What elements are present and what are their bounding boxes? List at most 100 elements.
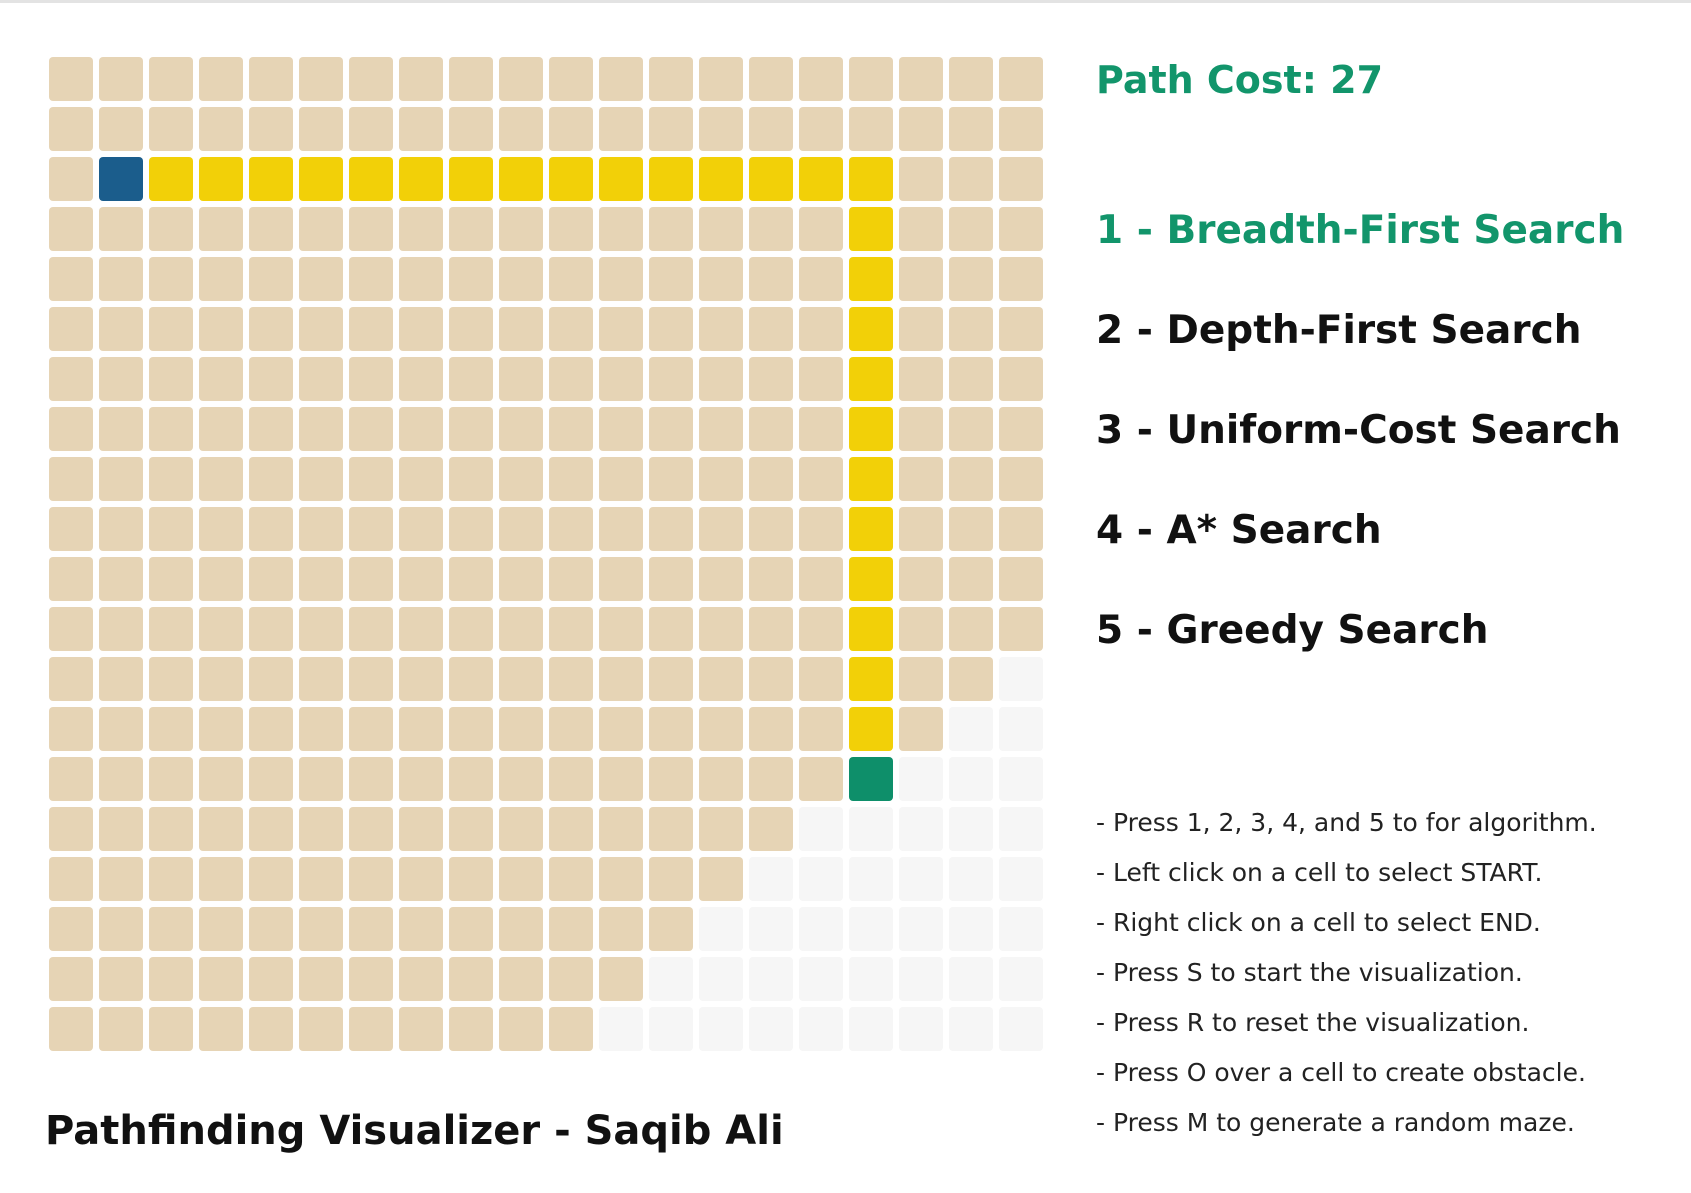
visited-cell[interactable] <box>699 757 743 801</box>
visited-cell[interactable] <box>199 957 243 1001</box>
visited-cell[interactable] <box>549 57 593 101</box>
visited-cell[interactable] <box>999 257 1043 301</box>
visited-cell[interactable] <box>399 1007 443 1051</box>
visited-cell[interactable] <box>549 857 593 901</box>
visited-cell[interactable] <box>999 557 1043 601</box>
visited-cell[interactable] <box>199 507 243 551</box>
path-cell[interactable] <box>199 157 243 201</box>
visited-cell[interactable] <box>499 607 543 651</box>
visited-cell[interactable] <box>899 207 943 251</box>
path-cell[interactable] <box>149 157 193 201</box>
grid-cell[interactable] <box>799 1007 843 1051</box>
path-cell[interactable] <box>849 157 893 201</box>
visited-cell[interactable] <box>549 307 593 351</box>
visited-cell[interactable] <box>99 757 143 801</box>
visited-cell[interactable] <box>449 557 493 601</box>
visited-cell[interactable] <box>399 107 443 151</box>
visited-cell[interactable] <box>699 507 743 551</box>
grid-cell[interactable] <box>699 957 743 1001</box>
visited-cell[interactable] <box>49 707 93 751</box>
visited-cell[interactable] <box>99 607 143 651</box>
visited-cell[interactable] <box>499 557 543 601</box>
visited-cell[interactable] <box>299 807 343 851</box>
visited-cell[interactable] <box>249 657 293 701</box>
visited-cell[interactable] <box>249 107 293 151</box>
visited-cell[interactable] <box>649 557 693 601</box>
visited-cell[interactable] <box>149 507 193 551</box>
path-cell[interactable] <box>849 607 893 651</box>
visited-cell[interactable] <box>199 57 243 101</box>
visited-cell[interactable] <box>49 207 93 251</box>
visited-cell[interactable] <box>449 707 493 751</box>
visited-cell[interactable] <box>99 557 143 601</box>
visited-cell[interactable] <box>649 307 693 351</box>
visited-cell[interactable] <box>649 257 693 301</box>
visited-cell[interactable] <box>449 207 493 251</box>
visited-cell[interactable] <box>149 357 193 401</box>
visited-cell[interactable] <box>199 257 243 301</box>
visited-cell[interactable] <box>699 257 743 301</box>
visited-cell[interactable] <box>599 307 643 351</box>
visited-cell[interactable] <box>999 457 1043 501</box>
visited-cell[interactable] <box>749 457 793 501</box>
visited-cell[interactable] <box>899 507 943 551</box>
visited-cell[interactable] <box>149 957 193 1001</box>
visited-cell[interactable] <box>499 57 543 101</box>
visited-cell[interactable] <box>549 957 593 1001</box>
grid-cell[interactable] <box>949 1007 993 1051</box>
visited-cell[interactable] <box>599 707 643 751</box>
visited-cell[interactable] <box>99 457 143 501</box>
visited-cell[interactable] <box>649 757 693 801</box>
visited-cell[interactable] <box>249 307 293 351</box>
grid-cell[interactable] <box>999 807 1043 851</box>
visited-cell[interactable] <box>249 607 293 651</box>
visited-cell[interactable] <box>349 307 393 351</box>
visited-cell[interactable] <box>299 457 343 501</box>
visited-cell[interactable] <box>199 107 243 151</box>
visited-cell[interactable] <box>749 407 793 451</box>
visited-cell[interactable] <box>149 557 193 601</box>
grid-cell[interactable] <box>799 907 843 951</box>
visited-cell[interactable] <box>849 107 893 151</box>
visited-cell[interactable] <box>799 757 843 801</box>
visited-cell[interactable] <box>499 507 543 551</box>
grid-cell[interactable] <box>899 757 943 801</box>
visited-cell[interactable] <box>199 557 243 601</box>
grid-cell[interactable] <box>999 657 1043 701</box>
visited-cell[interactable] <box>599 357 643 401</box>
visited-cell[interactable] <box>249 457 293 501</box>
visited-cell[interactable] <box>99 957 143 1001</box>
visited-cell[interactable] <box>49 357 93 401</box>
visited-cell[interactable] <box>349 557 393 601</box>
visited-cell[interactable] <box>399 957 443 1001</box>
visited-cell[interactable] <box>499 707 543 751</box>
visited-cell[interactable] <box>649 907 693 951</box>
visited-cell[interactable] <box>499 257 543 301</box>
visited-cell[interactable] <box>149 257 193 301</box>
visited-cell[interactable] <box>349 457 393 501</box>
visited-cell[interactable] <box>399 307 443 351</box>
grid-cell[interactable] <box>749 1007 793 1051</box>
visited-cell[interactable] <box>799 257 843 301</box>
visited-cell[interactable] <box>249 257 293 301</box>
visited-cell[interactable] <box>949 107 993 151</box>
path-cell[interactable] <box>599 157 643 201</box>
visited-cell[interactable] <box>399 607 443 651</box>
visited-cell[interactable] <box>299 57 343 101</box>
visited-cell[interactable] <box>749 507 793 551</box>
visited-cell[interactable] <box>399 457 443 501</box>
visited-cell[interactable] <box>299 307 343 351</box>
grid-cell[interactable] <box>999 757 1043 801</box>
visited-cell[interactable] <box>949 507 993 551</box>
visited-cell[interactable] <box>499 957 543 1001</box>
visited-cell[interactable] <box>599 607 643 651</box>
visited-cell[interactable] <box>799 457 843 501</box>
visited-cell[interactable] <box>749 207 793 251</box>
visited-cell[interactable] <box>249 357 293 401</box>
visited-cell[interactable] <box>549 807 593 851</box>
grid-cell[interactable] <box>899 907 943 951</box>
visited-cell[interactable] <box>799 607 843 651</box>
grid-cell[interactable] <box>949 857 993 901</box>
visited-cell[interactable] <box>199 357 243 401</box>
visited-cell[interactable] <box>599 957 643 1001</box>
